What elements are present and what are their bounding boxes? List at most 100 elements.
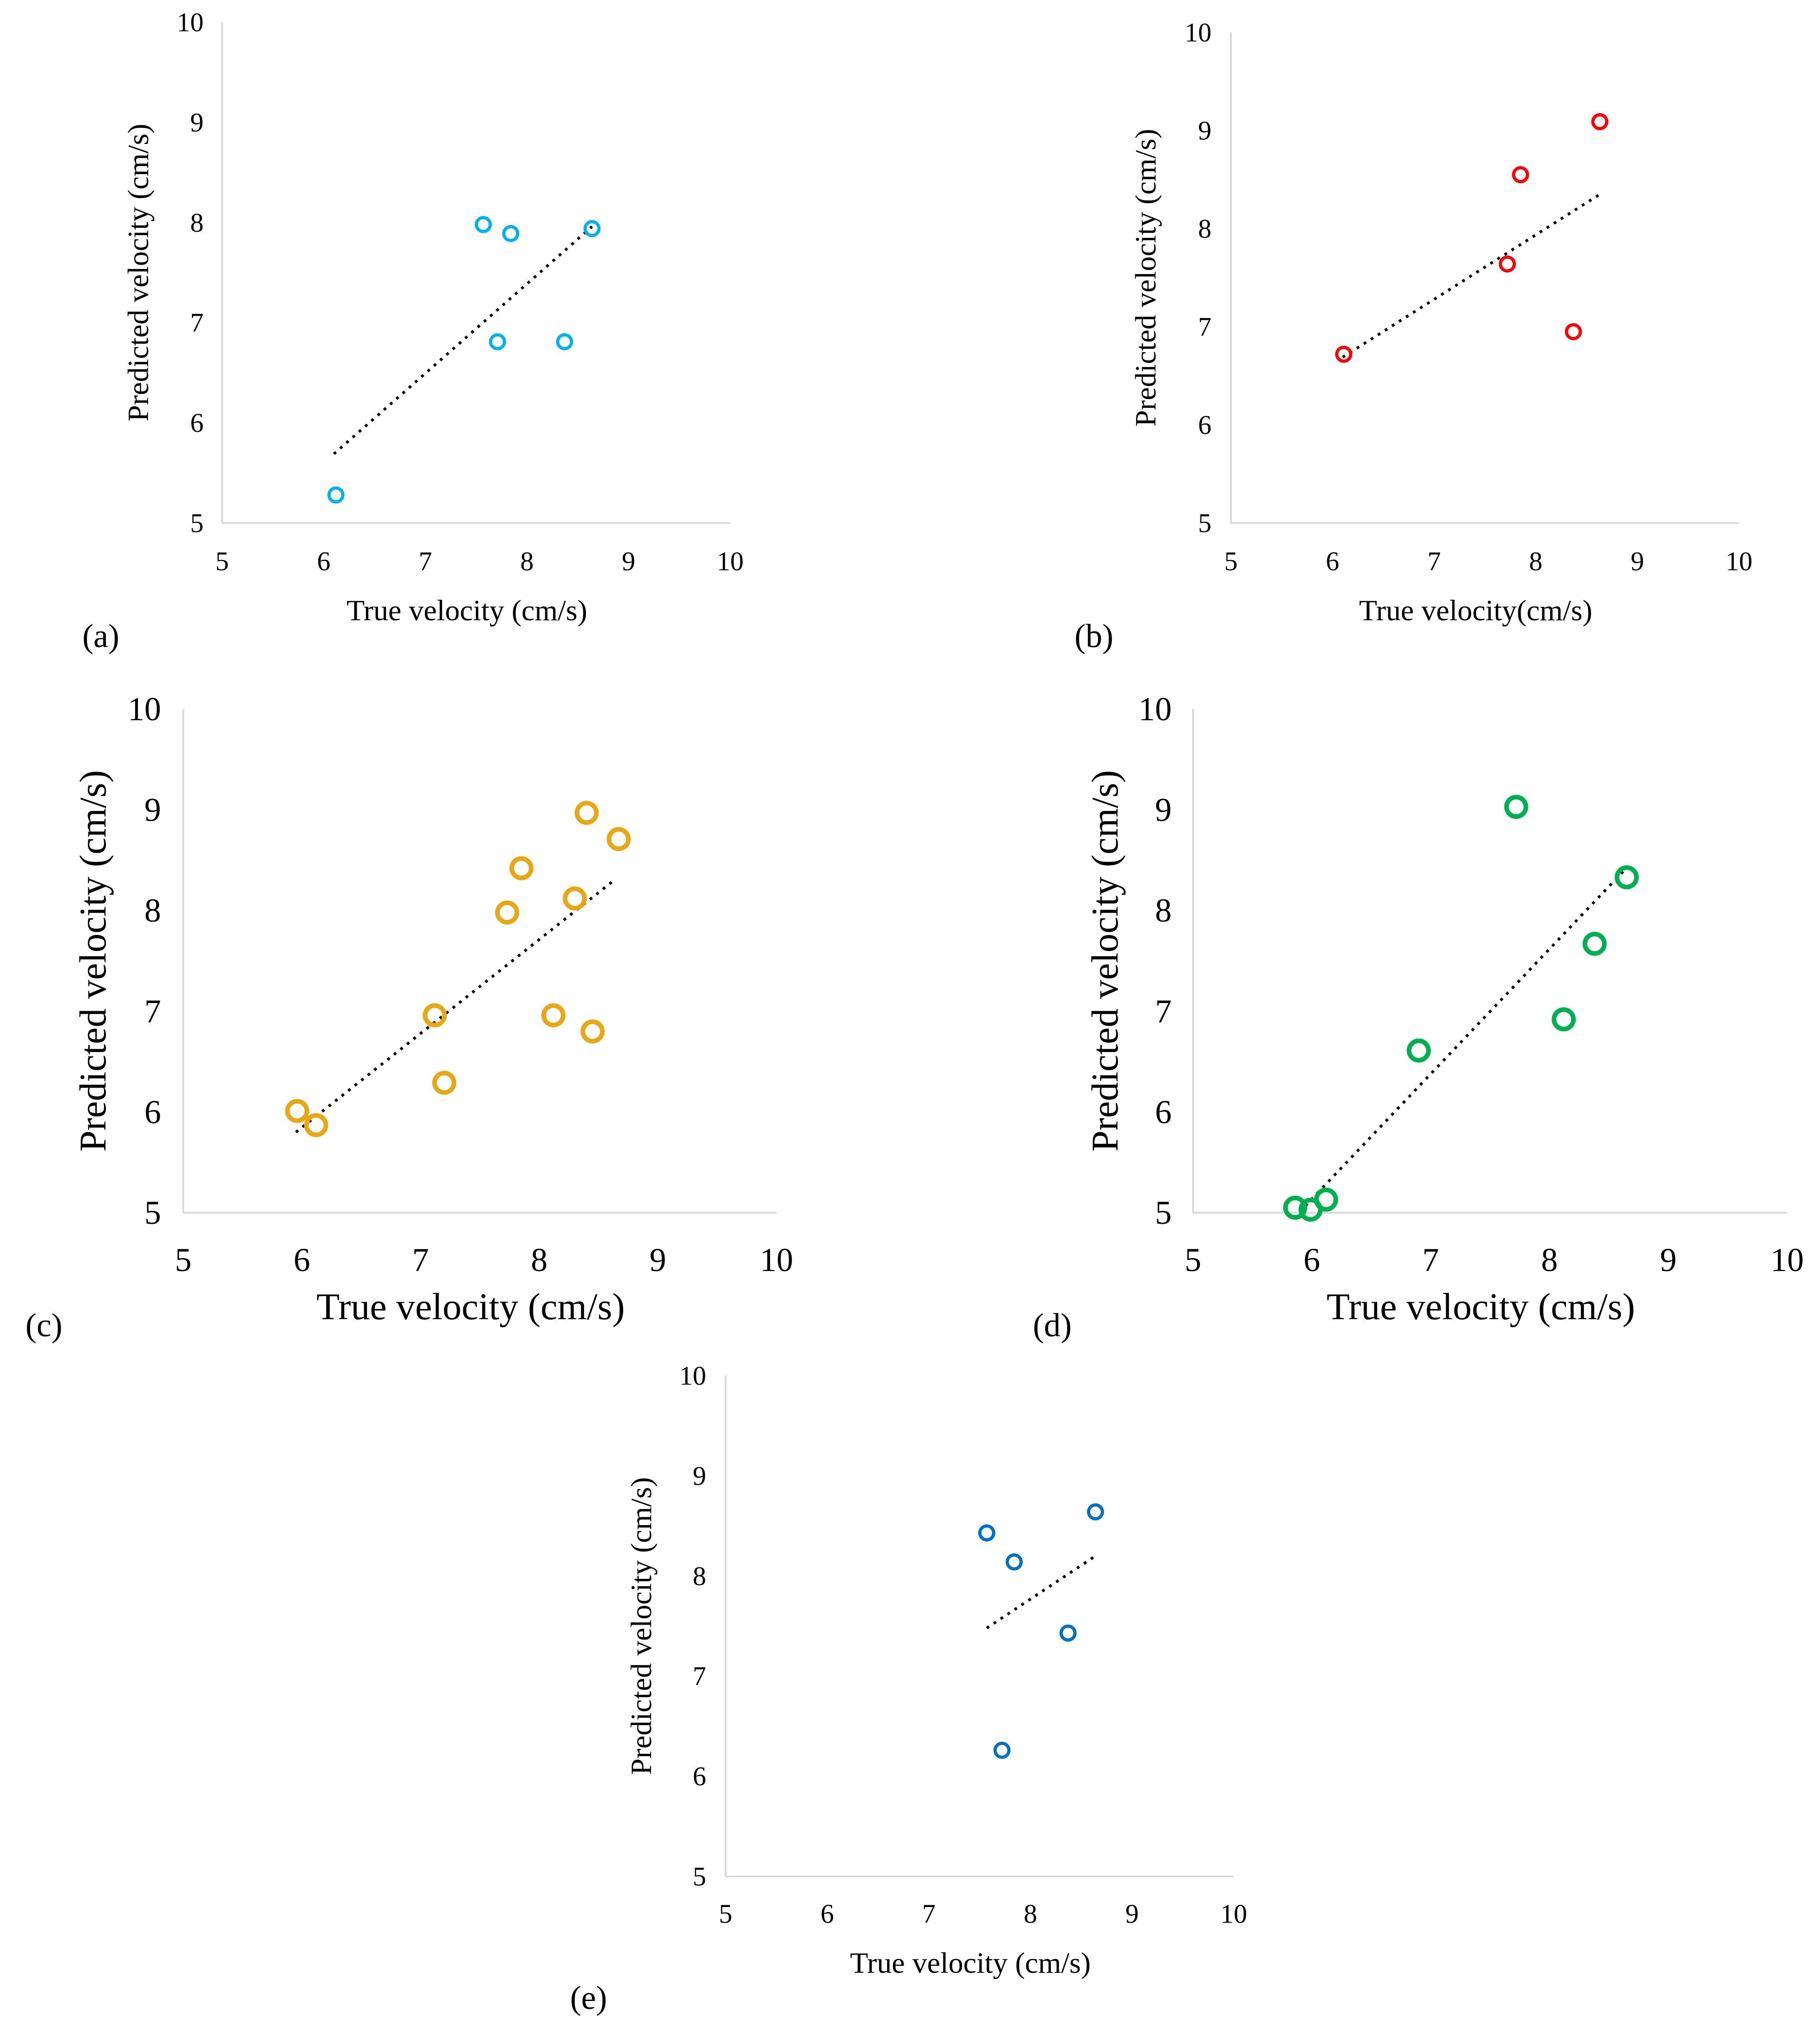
panel-d: 5 6 7 8 9 10 5 6 7 8 9 10 True velocity (cm/s) Predic… bbox=[1033, 691, 1804, 1344]
y-tick-label: 6 bbox=[1198, 410, 1211, 440]
x-tick-label: 10 bbox=[1726, 546, 1752, 576]
x-tick-label: 7 bbox=[419, 546, 432, 576]
data-point bbox=[491, 335, 504, 349]
y-tick-label: 7 bbox=[190, 308, 204, 338]
data-point bbox=[558, 335, 571, 349]
data-point bbox=[1337, 347, 1351, 361]
y-tick-label: 5 bbox=[693, 1862, 706, 1892]
y-tick-label: 9 bbox=[190, 107, 204, 137]
y-tick-label: 7 bbox=[693, 1661, 706, 1691]
data-point bbox=[1007, 1555, 1021, 1569]
y-tick-label: 10 bbox=[679, 1361, 706, 1391]
data-point bbox=[1506, 797, 1526, 817]
x-tick-label: 8 bbox=[1024, 1899, 1037, 1929]
x-tick-label: 5 bbox=[175, 1241, 192, 1278]
data-point bbox=[1566, 325, 1580, 339]
trendline bbox=[296, 880, 614, 1132]
x-tick-label: 5 bbox=[1185, 1241, 1201, 1278]
y-axis-title: Predicted velocity (cm/s) bbox=[122, 124, 155, 421]
x-tick-label: 9 bbox=[1631, 546, 1644, 576]
x-tick-label: 5 bbox=[216, 546, 229, 576]
y-axis-title: Predicted velocity (cm/s) bbox=[625, 1477, 658, 1775]
x-tick-label: 9 bbox=[1660, 1241, 1677, 1278]
data-point bbox=[980, 1526, 994, 1540]
panel-b: 5 6 7 8 9 10 5 6 7 8 9 10 True velocity(cm/s) Predict… bbox=[1075, 18, 1752, 655]
x-tick-label: 7 bbox=[922, 1899, 936, 1929]
panel-label: (a) bbox=[82, 617, 119, 654]
data-point bbox=[585, 222, 599, 236]
y-tick-label: 8 bbox=[1155, 892, 1172, 929]
y-tick-label: 7 bbox=[1155, 993, 1172, 1030]
y-tick-label: 8 bbox=[1198, 214, 1211, 244]
y-tick-label: 6 bbox=[1155, 1093, 1172, 1130]
x-tick-label: 8 bbox=[520, 546, 534, 576]
data-point bbox=[1585, 934, 1604, 954]
x-tick-label: 6 bbox=[820, 1899, 834, 1929]
y-tick-label: 10 bbox=[1185, 18, 1211, 48]
data-point bbox=[1409, 1041, 1429, 1060]
y-tick-label: 7 bbox=[1198, 312, 1211, 342]
y-tick-label: 9 bbox=[144, 792, 161, 829]
y-tick-label: 6 bbox=[190, 408, 204, 438]
y-tick-label: 8 bbox=[144, 892, 161, 929]
data-point bbox=[1317, 1190, 1336, 1209]
y-tick-label: 8 bbox=[693, 1561, 706, 1591]
data-point bbox=[512, 859, 531, 878]
y-tick-label: 5 bbox=[144, 1194, 161, 1231]
data-point bbox=[577, 803, 596, 823]
x-tick-label: 6 bbox=[1326, 546, 1339, 576]
panel-label: (d) bbox=[1033, 1307, 1072, 1344]
data-point bbox=[995, 1743, 1009, 1757]
x-tick-label: 9 bbox=[650, 1241, 666, 1278]
x-tick-label: 10 bbox=[1770, 1241, 1804, 1278]
x-tick-label: 5 bbox=[1224, 546, 1238, 576]
trendline bbox=[1294, 870, 1624, 1218]
y-tick-label: 9 bbox=[1198, 116, 1211, 146]
panel-c: 5 6 7 8 9 10 5 6 7 8 9 10 True velocity (cm/s) Predic… bbox=[25, 691, 793, 1344]
x-tick-label: 8 bbox=[1529, 546, 1542, 576]
x-tick-label: 10 bbox=[1220, 1899, 1247, 1929]
x-tick-label: 7 bbox=[412, 1241, 429, 1278]
y-tick-label: 10 bbox=[1138, 691, 1172, 728]
panel-label: (c) bbox=[25, 1307, 62, 1344]
data-point bbox=[1088, 1505, 1102, 1519]
x-tick-label: 5 bbox=[719, 1899, 733, 1929]
y-tick-label: 6 bbox=[144, 1093, 161, 1130]
y-tick-label: 5 bbox=[190, 508, 204, 538]
panel-e: 5 6 7 8 9 10 5 6 7 8 9 10 True velocity (cm/s) Predic… bbox=[570, 1361, 1247, 2017]
x-tick-label: 6 bbox=[1304, 1241, 1320, 1278]
data-point bbox=[609, 829, 628, 849]
trendline bbox=[334, 226, 592, 454]
x-tick-label: 7 bbox=[1422, 1241, 1439, 1278]
x-tick-label: 7 bbox=[1428, 546, 1441, 576]
data-point bbox=[583, 1022, 603, 1041]
y-tick-label: 5 bbox=[1155, 1194, 1172, 1231]
trendline bbox=[1343, 194, 1600, 357]
data-point bbox=[1061, 1626, 1075, 1640]
data-point bbox=[1514, 168, 1528, 181]
data-point bbox=[1593, 115, 1607, 129]
y-axis-title: Predicted velocity (cm/s) bbox=[1129, 129, 1162, 426]
data-point bbox=[435, 1073, 454, 1092]
x-tick-label: 10 bbox=[717, 546, 744, 576]
x-tick-label: 10 bbox=[760, 1241, 793, 1278]
data-point bbox=[476, 218, 490, 231]
x-tick-label: 8 bbox=[1541, 1241, 1558, 1278]
panel-label: (e) bbox=[570, 1979, 607, 2016]
y-tick-label: 10 bbox=[128, 691, 161, 728]
data-point bbox=[329, 488, 343, 502]
x-axis-title: True velocity(cm/s) bbox=[1359, 594, 1592, 627]
y-axis-title: Predicted velocity (cm/s) bbox=[1084, 770, 1126, 1152]
data-point bbox=[306, 1116, 326, 1135]
x-axis-title: True velocity (cm/s) bbox=[317, 1285, 625, 1328]
data-point bbox=[1554, 1010, 1573, 1029]
y-tick-label: 5 bbox=[1198, 508, 1211, 538]
y-tick-label: 8 bbox=[190, 207, 204, 237]
y-tick-label: 9 bbox=[1155, 792, 1172, 829]
data-point bbox=[1500, 257, 1514, 271]
x-axis-title: True velocity (cm/s) bbox=[347, 594, 587, 627]
data-point bbox=[1617, 867, 1636, 887]
x-tick-label: 6 bbox=[293, 1241, 310, 1278]
data-point bbox=[565, 889, 584, 908]
y-tick-label: 9 bbox=[693, 1461, 706, 1491]
